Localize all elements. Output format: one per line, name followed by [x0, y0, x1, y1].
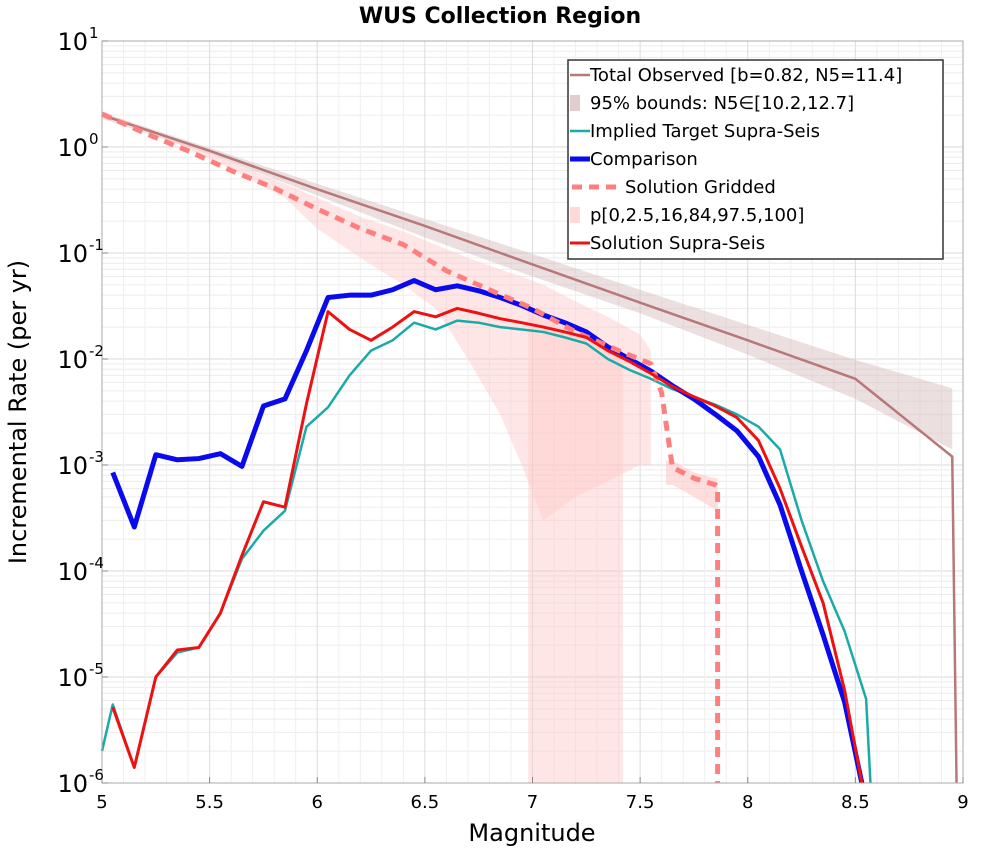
y-tick-exponent: -2: [89, 342, 104, 360]
legend-label: 95% bounds: N5∈[10.2,12.7]: [590, 93, 854, 114]
y-tick-label: 10: [57, 452, 88, 480]
x-axis-label: Magnitude: [468, 819, 595, 847]
x-tick-label: 8.5: [841, 792, 870, 813]
legend-label: p[0,2.5,16,84,97.5,100]: [590, 205, 804, 226]
x-tick-label: 7.5: [626, 792, 655, 813]
legend-swatch: [570, 207, 580, 223]
band-area: [102, 112, 953, 450]
chart-title: WUS Collection Region: [359, 4, 641, 29]
x-tick-label: 5.5: [195, 792, 224, 813]
series-line: [100, 111, 721, 783]
y-tick-label: 10: [57, 134, 88, 162]
legend-label: Solution Supra-Seis: [590, 233, 765, 254]
band-area: [528, 308, 623, 783]
legend-label: Implied Target Supra-Seis: [590, 121, 820, 142]
y-tick-label: 10: [57, 240, 88, 268]
y-tick-exponent: -1: [89, 236, 104, 254]
y-tick-exponent: 1: [89, 24, 99, 42]
data-series: [100, 111, 958, 784]
legend-label: Comparison: [590, 149, 698, 170]
x-axis-ticks: 5 5.5 6 6.5 7 7.5 8 8.5 9: [96, 777, 969, 813]
y-tick-exponent: 0: [89, 130, 99, 148]
series-line: [110, 278, 865, 784]
legend-box: [567, 59, 944, 260]
y-tick-label: 10: [57, 28, 88, 56]
y-tick-exponent: -4: [89, 554, 104, 572]
x-tick-label: 5: [96, 792, 107, 813]
x-tick-label: 6.5: [411, 792, 440, 813]
y-tick-label: 10: [57, 664, 88, 692]
x-tick-label: 7: [527, 792, 538, 813]
y-tick-label: 10: [57, 558, 88, 586]
legend-label: Total Observed [b=0.82, N5=11.4]: [589, 65, 902, 86]
x-tick-label: 9: [957, 792, 968, 813]
legend: Total Observed [b=0.82, N5=11.4] 95% boun…: [567, 59, 944, 260]
y-tick-exponent: -6: [89, 766, 104, 784]
x-tick-label: 6: [312, 792, 323, 813]
x-tick-label: 8: [742, 792, 753, 813]
uncertainty-bands: [102, 111, 953, 783]
legend-swatch: [570, 95, 580, 111]
band-area: [102, 111, 651, 521]
series-line: [111, 306, 864, 784]
y-axis-label: Incremental Rate (per yr): [4, 260, 32, 564]
legend-label: Solution Gridded: [625, 177, 776, 198]
y-tick-label: 10: [57, 346, 88, 374]
series-line: [101, 113, 958, 784]
y-tick-exponent: -5: [89, 660, 104, 678]
y-tick-label: 10: [57, 770, 88, 798]
y-tick-exponent: -3: [89, 448, 104, 466]
